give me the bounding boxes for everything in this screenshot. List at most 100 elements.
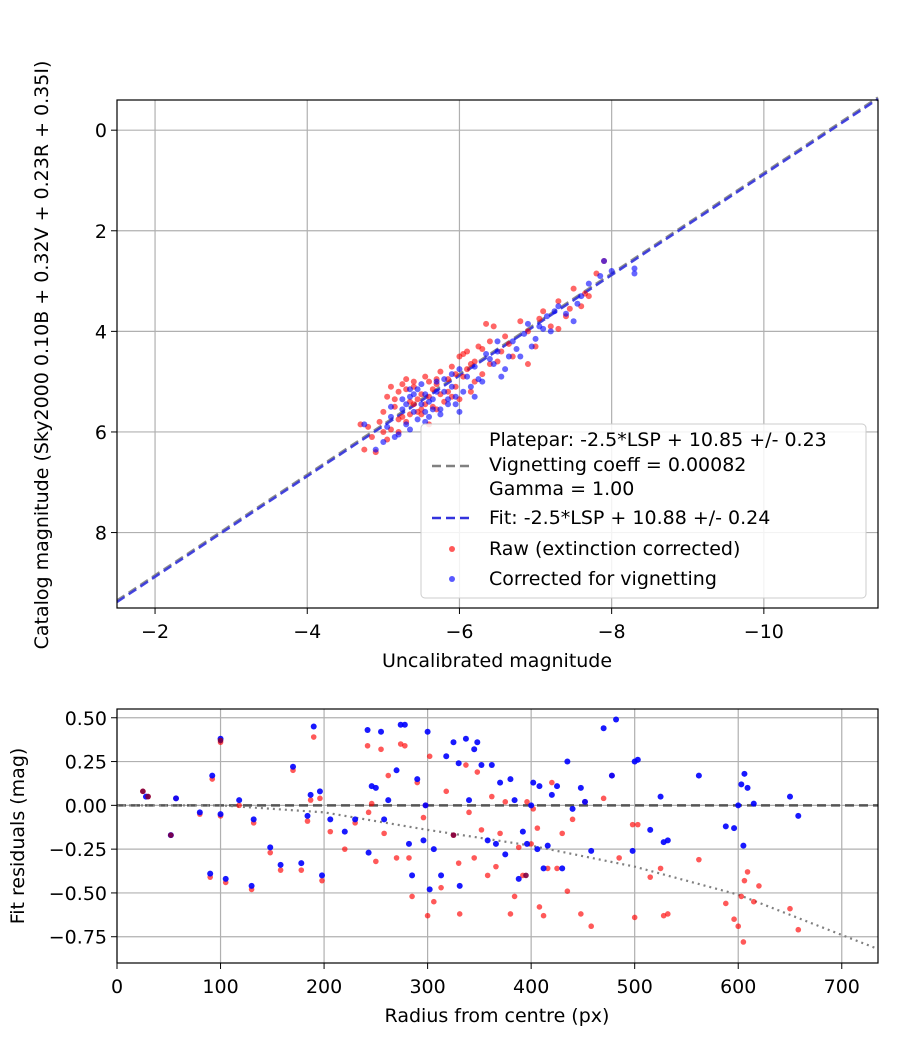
corrected-residual-point bbox=[511, 797, 518, 804]
top-x-tick-label: −2 bbox=[141, 621, 169, 643]
raw-residual-point bbox=[364, 742, 371, 749]
top-y-tick-label: 8 bbox=[95, 523, 107, 545]
corrected-point bbox=[483, 351, 490, 357]
bottom-x-axis-label: Radius from centre (px) bbox=[385, 1005, 610, 1027]
raw-point bbox=[555, 325, 562, 332]
corrected-point bbox=[490, 361, 497, 368]
corrected-point bbox=[494, 338, 501, 345]
bottom-y-axis-label: Fit residuals (mag) bbox=[7, 748, 29, 925]
corrected-residual-point bbox=[613, 716, 620, 723]
raw-residual-point bbox=[402, 742, 408, 749]
bottom-y-tick-label: −0.50 bbox=[49, 883, 107, 905]
corrected-residual-point bbox=[420, 837, 427, 844]
corrected-residual-point bbox=[474, 739, 481, 746]
raw-point bbox=[540, 308, 547, 315]
raw-residual-point bbox=[484, 872, 491, 879]
corrected-residual-point bbox=[455, 760, 462, 767]
raw-residual-point bbox=[511, 893, 518, 900]
raw-point bbox=[399, 381, 406, 388]
corrected-point bbox=[441, 388, 448, 395]
corrected-residual-point bbox=[405, 840, 412, 847]
raw-residual-point bbox=[455, 860, 462, 866]
raw-residual-point bbox=[406, 855, 412, 861]
raw-residual-point bbox=[267, 849, 274, 856]
bottom-x-tick-label: 0 bbox=[111, 976, 123, 998]
bottom-scatter-points bbox=[140, 716, 802, 945]
top-legend: Platepar: -2.5*LSP + 10.85 +/- 0.23 Vign… bbox=[420, 423, 867, 599]
raw-residual-point bbox=[327, 828, 334, 835]
bottom-x-ticks: 0 100 200 300 400 500 600 700 bbox=[111, 963, 860, 998]
raw-residual-point bbox=[466, 809, 472, 816]
corrected-point bbox=[608, 268, 615, 275]
bottom-y-tick-label: 0.00 bbox=[65, 795, 107, 817]
raw-point bbox=[517, 318, 524, 325]
corrected-residual-point bbox=[290, 763, 297, 770]
corrected-point bbox=[505, 353, 512, 360]
corrected-residual-point bbox=[577, 784, 584, 791]
corrected-residual-point bbox=[450, 739, 457, 746]
top-x-axis-label: Uncalibrated magnitude bbox=[382, 650, 612, 672]
raw-point bbox=[555, 298, 562, 305]
corrected-point bbox=[410, 391, 417, 398]
corrected-point bbox=[422, 391, 429, 398]
legend-raw-label: Raw (extinction corrected) bbox=[489, 538, 740, 560]
corrected-point bbox=[403, 401, 410, 408]
corrected-point bbox=[498, 373, 505, 380]
top-x-tick-label: −4 bbox=[293, 621, 321, 643]
corrected-point bbox=[384, 423, 391, 430]
corrected-point bbox=[399, 406, 406, 413]
corrected-point bbox=[422, 408, 429, 415]
overlap-residual-point bbox=[217, 737, 224, 744]
bottom-gridlines bbox=[116, 709, 878, 963]
raw-residual-point bbox=[540, 912, 547, 919]
corrected-point bbox=[380, 439, 387, 446]
corrected-residual-point bbox=[409, 872, 416, 879]
corrected-point bbox=[471, 363, 478, 370]
legend-gamma-label: Gamma = 1.00 bbox=[489, 478, 634, 500]
corrected-residual-point bbox=[236, 797, 243, 804]
corrected-residual-point bbox=[456, 882, 463, 889]
bottom-y-tick-label: −0.25 bbox=[49, 839, 107, 861]
corrected-residual-point bbox=[497, 779, 504, 786]
raw-residual-point bbox=[647, 874, 654, 880]
corrected-residual-point bbox=[207, 870, 214, 877]
raw-residual-point bbox=[559, 830, 566, 837]
legend-corrected-dot bbox=[449, 576, 455, 582]
raw-residual-point bbox=[756, 883, 762, 889]
corrected-residual-point bbox=[378, 728, 385, 735]
corrected-residual-point bbox=[277, 861, 284, 868]
bottom-x-tick-label: 500 bbox=[617, 976, 653, 998]
top-x-tick-label: −6 bbox=[445, 621, 473, 643]
raw-point bbox=[391, 396, 398, 403]
top-y-tick-label: 0 bbox=[95, 120, 107, 142]
bottom-x-tick-label: 100 bbox=[202, 976, 238, 998]
raw-residual-point bbox=[528, 841, 534, 847]
raw-residual-point bbox=[600, 795, 607, 802]
corrected-point bbox=[471, 393, 478, 400]
corrected-residual-point bbox=[795, 812, 802, 819]
corrected-residual-point bbox=[364, 727, 371, 734]
corrected-residual-point bbox=[209, 772, 216, 779]
raw-point bbox=[361, 446, 368, 453]
raw-residual-point bbox=[657, 865, 664, 872]
corrected-residual-point bbox=[786, 793, 793, 800]
raw-point bbox=[380, 428, 387, 435]
corrected-point bbox=[403, 421, 410, 428]
corrected-residual-point bbox=[341, 828, 348, 835]
overlap-residual-point bbox=[140, 788, 146, 795]
corrected-point bbox=[570, 318, 577, 325]
raw-residual-point bbox=[420, 814, 427, 821]
raw-point bbox=[490, 323, 497, 330]
raw-point bbox=[395, 416, 402, 423]
corrected-residual-point bbox=[731, 825, 738, 832]
corrected-residual-point bbox=[385, 797, 392, 804]
raw-residual-point bbox=[787, 905, 793, 912]
raw-residual-point bbox=[795, 926, 802, 933]
raw-residual-point bbox=[723, 900, 729, 907]
corrected-point bbox=[562, 310, 569, 317]
corrected-residual-point bbox=[664, 837, 671, 844]
corrected-residual-point bbox=[424, 728, 431, 735]
raw-residual-point bbox=[549, 779, 555, 786]
corrected-point bbox=[456, 408, 463, 415]
corrected-point bbox=[433, 388, 440, 395]
